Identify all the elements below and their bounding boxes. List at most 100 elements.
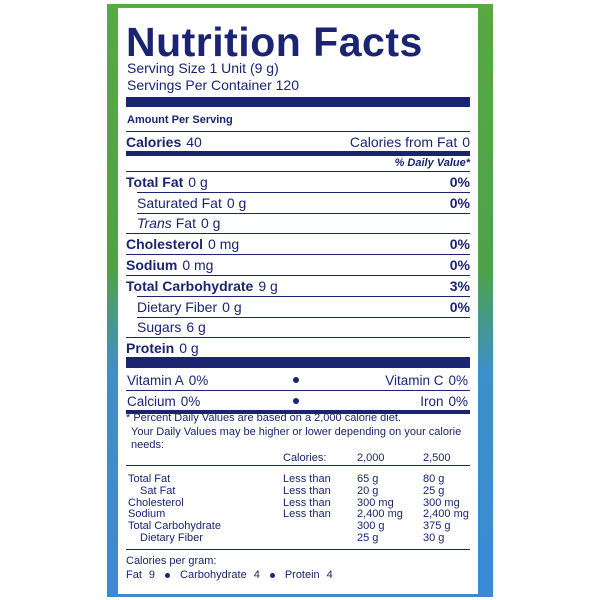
reference-2000: 2,400 mg bbox=[357, 508, 403, 521]
nutrient-row: Total Fat 0 g 0% bbox=[126, 171, 470, 192]
nutrient-daily-value: 3% bbox=[449, 277, 470, 294]
nutrient-row: Sugars 6 g bbox=[137, 316, 470, 338]
reference-2500: 375 g bbox=[423, 520, 451, 533]
reference-nutrient: Total Fat bbox=[128, 473, 171, 485]
nutrient-label: Sugars bbox=[137, 319, 182, 336]
vitamin-cell: Vitamin A 0% bbox=[127, 370, 208, 390]
nutrient-amount: 0 g bbox=[188, 173, 208, 190]
nutrient-label: Cholesterol bbox=[126, 236, 204, 253]
footnote-line: * Percent Daily Values are based on a 2,… bbox=[126, 412, 401, 424]
bullet bbox=[165, 572, 171, 578]
reference-nutrient: Sat Fat bbox=[140, 484, 176, 497]
reference-limit: Less than bbox=[283, 473, 331, 485]
reference-nutrient: Total Carbohydrate bbox=[128, 520, 221, 533]
daily-value-header: % Daily Value* bbox=[394, 157, 470, 169]
calories-from-fat-value: 0 bbox=[462, 133, 470, 150]
nutrient-amount: 0 mg bbox=[208, 236, 240, 253]
reference-limit: Less than bbox=[283, 496, 331, 509]
nutrient-label: Total Fat bbox=[126, 173, 184, 190]
vitamin-row: Calcium 0% Iron 0% bbox=[126, 390, 470, 410]
reference-nutrient: Dietary Fiber bbox=[140, 532, 203, 544]
thin-divider bbox=[126, 465, 470, 466]
vitamin-value: 0% bbox=[448, 372, 468, 388]
per-gram-label: Carbohydrate bbox=[180, 569, 247, 581]
footnote-line: needs: bbox=[131, 439, 165, 451]
calories-per-gram-row: Fat 9 Carbohydrate 4 Protein 4 bbox=[126, 568, 333, 582]
nutrient-daily-value: 0% bbox=[449, 173, 470, 190]
nutrient-row: Saturated Fat 0 g 0% bbox=[137, 191, 470, 213]
nutrient-row: Protein 0 g bbox=[126, 337, 470, 358]
bullet bbox=[293, 398, 299, 404]
nutrient-row: Dietary Fiber 0 g 0% bbox=[137, 295, 470, 317]
thin-divider bbox=[126, 549, 470, 550]
vitamin-label: Vitamin A bbox=[127, 372, 184, 388]
nutrient-label: Dietary Fiber bbox=[137, 298, 218, 315]
vitamin-value: 0% bbox=[448, 393, 468, 409]
calories-value: 40 bbox=[186, 133, 202, 150]
reference-header: 2,500 bbox=[423, 452, 451, 464]
vitamin-cell: Iron 0% bbox=[420, 391, 468, 411]
amount-per-serving: Amount Per Serving bbox=[127, 114, 233, 126]
nutrient-amount: 0 mg bbox=[182, 257, 214, 274]
reference-nutrient: Cholesterol bbox=[128, 496, 184, 509]
vitamin-label: Calcium bbox=[127, 393, 176, 409]
reference-header: 2,000 bbox=[357, 452, 385, 464]
reference-2500: 25 g bbox=[423, 484, 445, 497]
nutrient-label: Protein bbox=[126, 340, 175, 357]
per-gram-label: Fat bbox=[126, 569, 142, 581]
calories-label: Calories bbox=[126, 133, 182, 150]
nutrient-label: Sodium bbox=[126, 257, 178, 274]
thick-divider bbox=[126, 357, 470, 368]
reference-2500: 300 mg bbox=[423, 496, 460, 509]
nutrient-daily-value: 0% bbox=[449, 236, 470, 253]
calories-from-fat-label: Calories from Fat bbox=[349, 133, 458, 150]
vitamin-value: 0% bbox=[180, 393, 201, 409]
nutrient-amount: 6 g bbox=[186, 319, 206, 336]
bullet bbox=[269, 572, 275, 578]
serving-size: Serving Size 1 Unit (9 g) bbox=[127, 60, 279, 76]
reference-header: Calories: bbox=[283, 452, 327, 464]
per-gram-value: 4 bbox=[253, 569, 260, 581]
nutrient-row: Trans Fat 0 g bbox=[137, 212, 470, 234]
medium-divider bbox=[126, 410, 470, 414]
footnote-line: Your Daily Values may be higher or lower… bbox=[131, 425, 462, 438]
nutrient-amount: 9 g bbox=[258, 277, 278, 294]
medium-divider bbox=[126, 151, 470, 156]
calories-row: Calories 40 Calories from Fat 0 bbox=[126, 131, 470, 151]
reference-2500: 2,400 mg bbox=[423, 508, 469, 521]
nutrient-row: Sodium 0 mg 0% bbox=[126, 254, 470, 275]
reference-2000: 300 g bbox=[357, 520, 385, 533]
reference-2000: 300 mg bbox=[357, 496, 394, 509]
vitamin-value: 0% bbox=[188, 372, 209, 388]
servings-per-container: Servings Per Container 120 bbox=[127, 77, 299, 93]
nutrient-label: Saturated Fat bbox=[137, 194, 222, 211]
reference-2000: 20 g bbox=[357, 484, 379, 497]
nutrient-amount: 0 g bbox=[179, 340, 199, 357]
nutrient-row: Total Carbohydrate 9 g 3% bbox=[126, 275, 470, 296]
reference-2500: 80 g bbox=[423, 473, 445, 485]
reference-limit: Less than bbox=[283, 508, 331, 521]
nutrient-daily-value: 0% bbox=[449, 298, 470, 315]
nutrient-label: Total Carbohydrate bbox=[126, 277, 254, 294]
calories-per-gram-label: Calories per gram: bbox=[126, 555, 217, 567]
nutrient-amount: 0 g bbox=[200, 215, 221, 232]
vitamin-row: Vitamin A 0% Vitamin C 0% bbox=[126, 370, 470, 390]
reference-nutrient: Sodium bbox=[128, 508, 166, 521]
vitamin-label: Vitamin C bbox=[385, 372, 444, 388]
reference-2000: 65 g bbox=[357, 473, 379, 485]
nutrient-daily-value: 0% bbox=[449, 257, 470, 274]
thick-divider bbox=[126, 97, 470, 107]
reference-2000: 25 g bbox=[357, 532, 379, 544]
nutrient-prefix: Trans bbox=[137, 215, 172, 232]
bullet bbox=[293, 377, 299, 383]
reference-limit: Less than bbox=[283, 484, 331, 497]
reference-2500: 30 g bbox=[423, 532, 445, 544]
nutrient-daily-value: 0% bbox=[449, 194, 470, 211]
per-gram-value: 4 bbox=[326, 569, 333, 581]
nutrient-amount: 0 g bbox=[226, 194, 247, 211]
vitamin-cell: Vitamin C 0% bbox=[385, 370, 468, 390]
per-gram-value: 9 bbox=[148, 569, 156, 581]
nutrient-amount: 0 g bbox=[222, 298, 242, 315]
vitamin-label: Iron bbox=[420, 393, 444, 409]
